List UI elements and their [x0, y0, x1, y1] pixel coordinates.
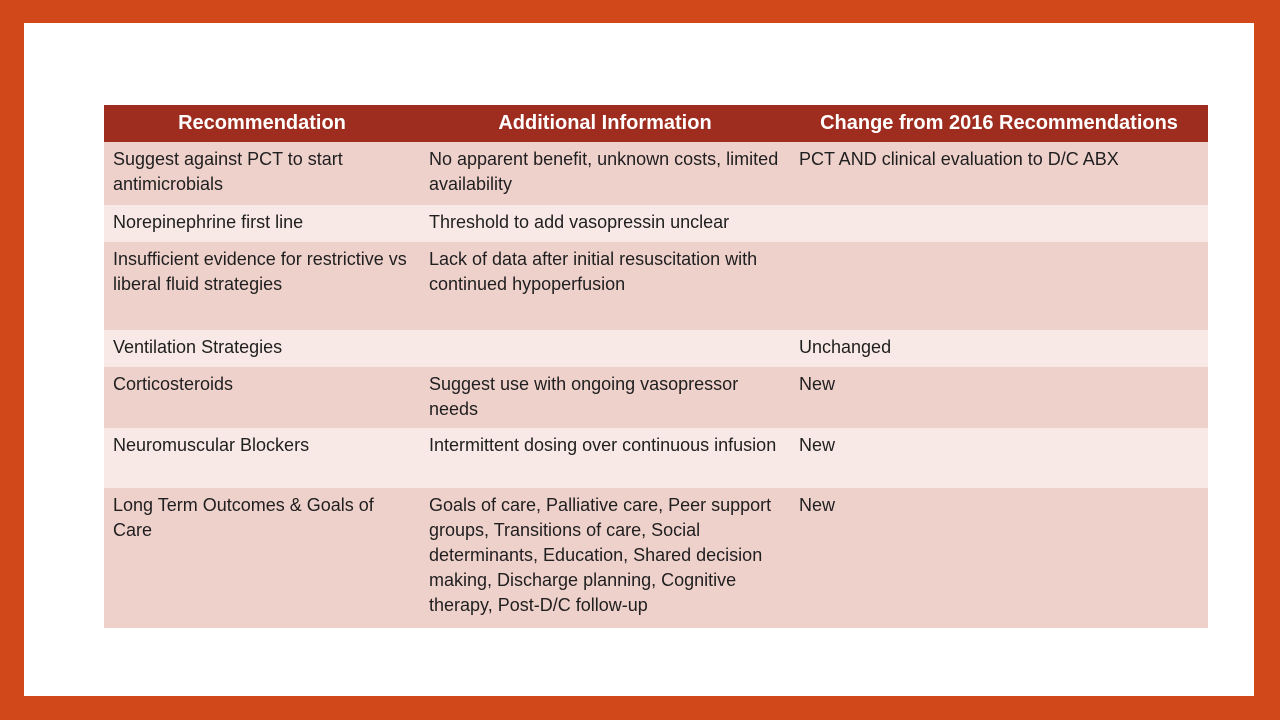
cell-additional-information: Suggest use with ongoing vasopressor nee… [420, 367, 790, 428]
cell-additional-information: Intermittent dosing over continuous infu… [420, 428, 790, 488]
cell-recommendation: Suggest against PCT to start antimicrobi… [104, 142, 420, 205]
cell-recommendation: Neuromuscular Blockers [104, 428, 420, 488]
cell-change-from-2016: New [790, 367, 1208, 428]
cell-change-from-2016: Unchanged [790, 330, 1208, 367]
cell-change-from-2016 [790, 205, 1208, 242]
cell-additional-information: Goals of care, Palliative care, Peer sup… [420, 488, 790, 628]
cell-change-from-2016: New [790, 488, 1208, 628]
cell-change-from-2016: New [790, 428, 1208, 488]
table-row: Neuromuscular Blockers Intermittent dosin… [104, 428, 1208, 488]
cell-recommendation: Insufficient evidence for restrictive vs… [104, 242, 420, 330]
cell-recommendation: Corticosteroids [104, 367, 420, 428]
cell-change-from-2016: PCT AND clinical evaluation to D/C ABX [790, 142, 1208, 205]
cell-additional-information: Threshold to add vasopressin unclear [420, 205, 790, 242]
column-header-change-from-2016: Change from 2016 Recommendations [790, 105, 1208, 142]
table-header-row: Recommendation Additional Information Ch… [104, 105, 1208, 142]
table-row: Corticosteroids Suggest use with ongoing … [104, 367, 1208, 428]
cell-recommendation: Norepinephrine first line [104, 205, 420, 242]
slide-canvas: Recommendation Additional Information Ch… [24, 23, 1254, 696]
column-header-additional-information: Additional Information [420, 105, 790, 142]
table-row: Suggest against PCT to start antimicrobi… [104, 142, 1208, 205]
table-row: Norepinephrine first line Threshold to ad… [104, 205, 1208, 242]
cell-change-from-2016 [790, 242, 1208, 330]
table-row: Ventilation Strategies Unchanged [104, 330, 1208, 367]
cell-additional-information [420, 330, 790, 367]
cell-recommendation: Long Term Outcomes & Goals of Care [104, 488, 420, 628]
cell-recommendation: Ventilation Strategies [104, 330, 420, 367]
cell-additional-information: Lack of data after initial resuscitation… [420, 242, 790, 330]
column-header-recommendation: Recommendation [104, 105, 420, 142]
recommendations-table: Recommendation Additional Information Ch… [104, 105, 1208, 628]
cell-additional-information: No apparent benefit, unknown costs, limi… [420, 142, 790, 205]
table-row: Long Term Outcomes & Goals of Care Goals … [104, 488, 1208, 628]
table-row: Insufficient evidence for restrictive vs… [104, 242, 1208, 330]
